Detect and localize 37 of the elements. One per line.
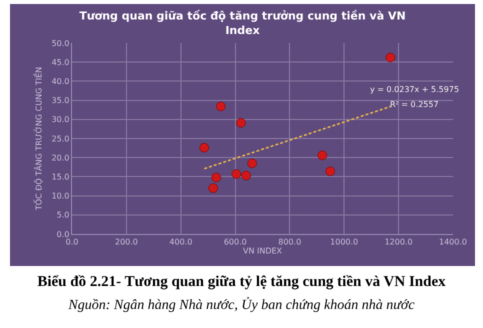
point <box>200 142 210 152</box>
point <box>232 169 242 179</box>
point <box>318 150 328 160</box>
point <box>211 172 221 182</box>
y-tick-label: 35.0 <box>52 96 70 106</box>
x-tick-label: 0.0 <box>66 238 78 247</box>
x-tick-label: 200.0 <box>114 238 138 247</box>
point <box>236 118 246 128</box>
point <box>241 170 251 180</box>
text: Nguồn: Ngân hàng Nhà nước, Ủy ban chứng khoán nhà nước <box>67 298 416 314</box>
y-tick-label: 0.0 <box>56 230 70 239</box>
y-tick-label: 30.0 <box>52 115 70 124</box>
y-tick-label: 5.0 <box>56 210 70 220</box>
x-tick-label: 800.0 <box>278 238 302 247</box>
x-tick-label: 1000.0 <box>330 238 358 247</box>
annotation: y = 0.0237x + 5.5975 <box>370 85 460 94</box>
x-axis-title: VN INDEX <box>242 246 283 256</box>
y-tick-label: 15.0 <box>52 172 70 182</box>
point <box>326 166 336 176</box>
chart-title: Tương quan giữa tốc độ tăng trưởng cung tiền và VN Index <box>79 10 406 38</box>
point <box>208 183 218 193</box>
x-tick-label: 1400.0 <box>439 238 467 247</box>
x-tick-label: 1200.0 <box>384 238 413 247</box>
y-tick-label: 40.0 <box>52 77 70 86</box>
y-tick-label: 20.0 <box>52 153 70 162</box>
y-tick-label: 10.0 <box>52 192 70 201</box>
y-tick-label: 45.0 <box>52 58 70 67</box>
point <box>247 158 257 168</box>
x-tick-label: 400.0 <box>169 238 192 247</box>
y-axis-title: TỐC ĐỘ TĂNG TRƯỞNG CUNG TIỀN <box>32 66 44 212</box>
point <box>386 52 396 62</box>
y-tick-label: 50.0 <box>52 38 70 48</box>
x-tick-label: 600.0 <box>224 238 247 247</box>
y-tick-label: 25.0 <box>52 134 70 144</box>
point <box>216 102 226 112</box>
text: Biểu đồ 2.21- Tương quan giữa tỷ lệ tăng cung tiền và VN Index <box>36 274 447 291</box>
annotation: R² = 0.2557 <box>390 100 439 109</box>
